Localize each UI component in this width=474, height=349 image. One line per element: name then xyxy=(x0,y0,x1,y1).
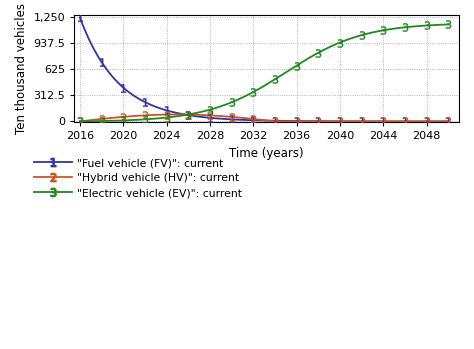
Y-axis label: Ten thousand vehicles: Ten thousand vehicles xyxy=(15,3,28,134)
X-axis label: Time (years): Time (years) xyxy=(229,147,304,160)
Legend: "Fuel vehicle (FV)": current, "Hybrid vehicle (HV)": current, "Electric vehicle : "Fuel vehicle (FV)": current, "Hybrid ve… xyxy=(34,158,242,198)
